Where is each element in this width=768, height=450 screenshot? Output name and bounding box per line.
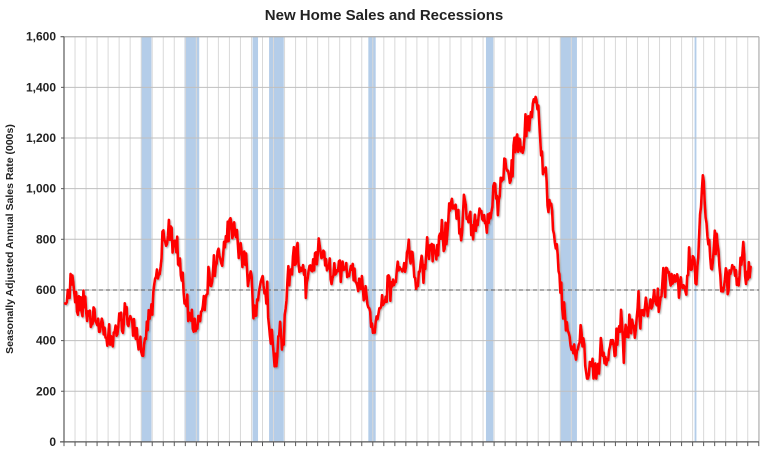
- svg-text:1,000: 1,000: [26, 182, 56, 196]
- svg-text:1,600: 1,600: [26, 30, 56, 44]
- svg-text:1,200: 1,200: [26, 131, 56, 145]
- svg-text:0: 0: [49, 435, 56, 449]
- svg-text:400: 400: [36, 334, 56, 348]
- svg-text:600: 600: [36, 283, 56, 297]
- svg-text:800: 800: [36, 232, 56, 246]
- svg-text:1,400: 1,400: [26, 80, 56, 94]
- svg-text:200: 200: [36, 384, 56, 398]
